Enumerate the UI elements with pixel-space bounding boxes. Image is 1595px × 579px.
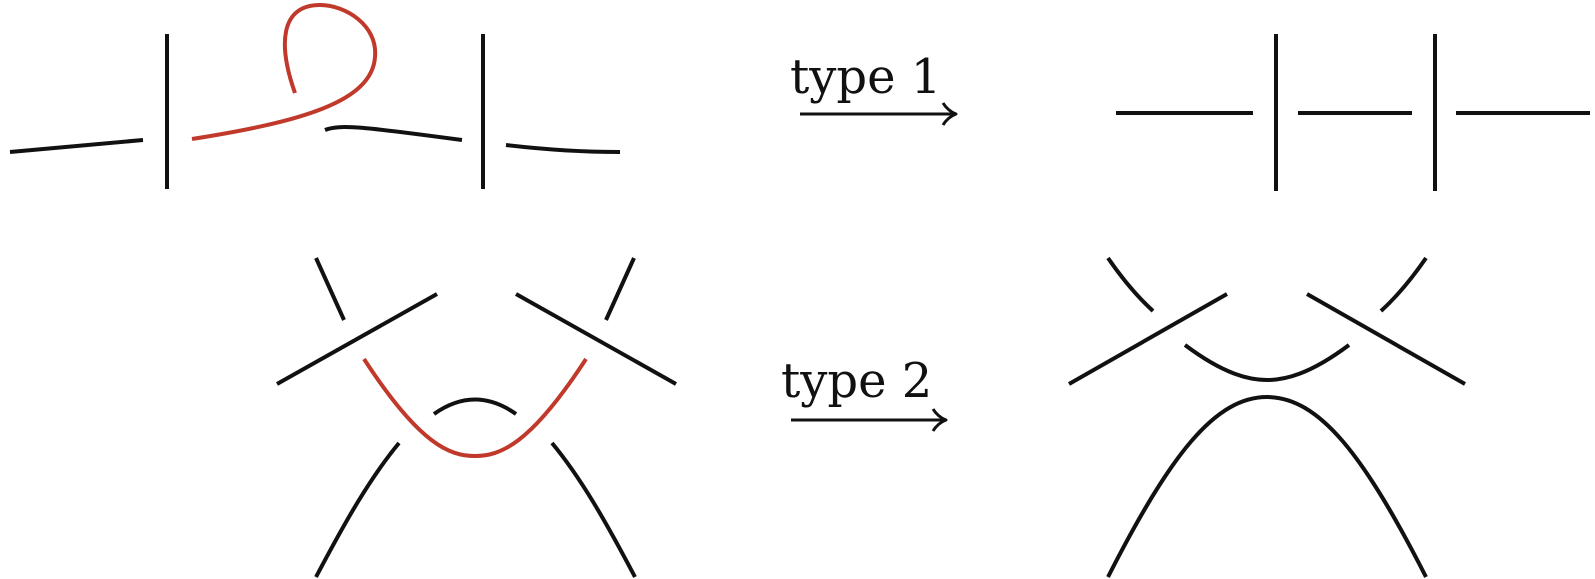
lower-right-strand — [550, 441, 637, 578]
left-diagonal-overstrand — [276, 292, 438, 386]
horizontal-strand-right-segment — [505, 143, 621, 154]
type2-before-diagram — [276, 257, 677, 578]
upper-left-short-strand — [1106, 256, 1155, 313]
large-arch-strand — [1106, 395, 1428, 578]
upper-left-short-strand — [314, 257, 346, 321]
type2-arrow-head — [931, 408, 948, 432]
type1-arrow: type 1 — [790, 49, 958, 126]
left-diagonal-strand — [1068, 292, 1228, 386]
upper-right-short-strand — [604, 257, 636, 321]
type2-label: type 2 — [781, 353, 932, 409]
red-u-strand — [362, 357, 588, 458]
type1-label: type 1 — [790, 49, 941, 105]
type1-arrow-head — [941, 102, 958, 126]
type1-before-diagram — [9, 3, 621, 189]
type1-after-diagram — [1116, 34, 1590, 191]
middle-arc-strand — [1183, 343, 1351, 382]
type2-after-diagram — [1068, 256, 1466, 578]
small-arc-strand — [432, 397, 518, 416]
right-diagonal-overstrand — [515, 292, 677, 386]
lower-left-strand — [314, 441, 401, 578]
type2-arrow: type 2 — [781, 353, 948, 432]
horizontal-strand-middle-segment — [324, 125, 463, 142]
upper-right-short-strand — [1379, 256, 1428, 313]
kink-loop-strand — [191, 3, 378, 141]
right-diagonal-strand — [1306, 292, 1466, 386]
horizontal-strand-left-segment — [9, 138, 144, 154]
